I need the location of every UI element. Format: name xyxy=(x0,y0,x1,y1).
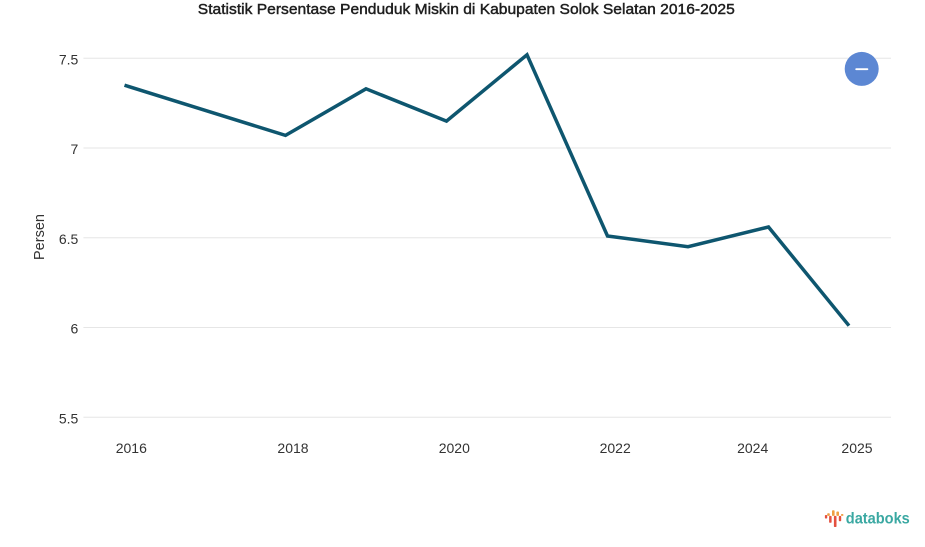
svg-text:6.5: 6.5 xyxy=(59,231,79,247)
svg-text:databoks: databoks xyxy=(846,511,910,528)
svg-text:5.5: 5.5 xyxy=(59,410,79,426)
svg-text:2024: 2024 xyxy=(737,440,768,456)
svg-text:Persen: Persen xyxy=(32,214,48,260)
svg-text:2025: 2025 xyxy=(841,440,872,456)
svg-text:Statistik Persentase Penduduk: Statistik Persentase Penduduk Miskin di … xyxy=(198,1,735,18)
svg-text:7: 7 xyxy=(71,141,79,157)
svg-text:2016: 2016 xyxy=(116,440,147,456)
svg-text:2018: 2018 xyxy=(277,440,308,456)
svg-text:6: 6 xyxy=(71,321,79,337)
svg-text:7.5: 7.5 xyxy=(59,51,79,67)
svg-text:2020: 2020 xyxy=(439,440,470,456)
svg-text:2022: 2022 xyxy=(600,440,631,456)
